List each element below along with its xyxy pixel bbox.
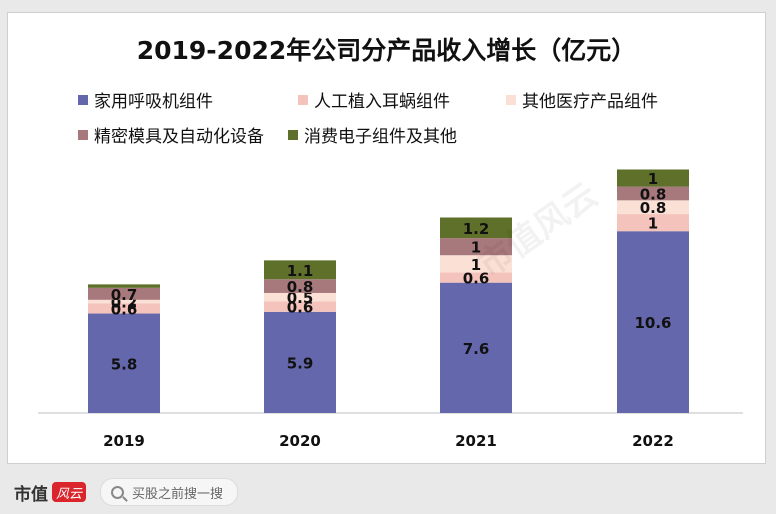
legend-swatch <box>78 94 88 105</box>
legend-label: 家用呼吸机组件 <box>94 92 213 112</box>
bar-segment <box>440 255 512 273</box>
search-icon <box>111 485 124 499</box>
search-placeholder: 买股之前搜一搜 <box>132 486 224 502</box>
bar-segment <box>264 292 336 302</box>
data-label: 1 <box>471 239 481 257</box>
data-label: 5.9 <box>287 354 314 372</box>
bar-segment <box>617 214 689 232</box>
data-label: 1 <box>648 215 658 233</box>
bar-segment <box>617 231 689 413</box>
x-tick-label: 2020 <box>279 432 321 450</box>
data-label: 1.1 <box>287 262 314 280</box>
data-label: 0.7 <box>111 286 138 304</box>
data-label: 0.6 <box>463 270 490 288</box>
legend-swatch <box>298 94 308 105</box>
data-label: 1.2 <box>463 220 490 238</box>
bar-segment <box>264 279 336 293</box>
bar-segment <box>617 200 689 215</box>
data-label: 0.6 <box>287 299 314 317</box>
bar-segment <box>264 301 336 312</box>
legend-label: 精密模具及自动化设备 <box>94 127 264 147</box>
bar-segment <box>88 303 160 314</box>
brand-badge: 风云 <box>52 482 86 502</box>
bar-segment <box>264 311 336 413</box>
data-label: 10.6 <box>634 314 671 332</box>
legend-item-molds: 精密模具及自动化设备 <box>78 122 264 147</box>
bar-segment <box>88 287 160 300</box>
bar-segment <box>440 282 512 413</box>
x-tick-label: 2019 <box>103 432 145 450</box>
search-box[interactable]: 买股之前搜一搜 <box>100 478 238 506</box>
brand-logo: 市值 <box>14 484 48 505</box>
data-label: 1 <box>471 256 481 274</box>
chart-title: 2019-2022年公司分产品收入增长（亿元） <box>136 36 637 65</box>
bar-segment <box>440 238 512 256</box>
data-label: 0.8 <box>640 185 667 203</box>
footer: 市值 风云 买股之前搜一搜 <box>0 470 776 514</box>
x-tick-label: 2022 <box>632 432 674 450</box>
bar-segment <box>88 284 160 288</box>
bar-segment <box>88 313 160 413</box>
bar-segment <box>617 186 689 201</box>
data-label: 0.6 <box>111 300 138 318</box>
bar-segment <box>617 169 689 187</box>
legend-swatch <box>78 129 88 140</box>
legend-item-breathing: 家用呼吸机组件 <box>78 87 213 112</box>
legend-swatch <box>506 94 516 105</box>
data-label: 0.5 <box>287 289 314 307</box>
data-label: 0.8 <box>287 278 314 296</box>
legend-item-cochlear: 人工植入耳蜗组件 <box>298 87 450 112</box>
legend-label: 消费电子组件及其他 <box>304 127 457 147</box>
data-label: 7.6 <box>463 340 490 358</box>
legend-swatch <box>288 129 298 140</box>
legend-label: 人工植入耳蜗组件 <box>314 92 450 112</box>
bar-segment <box>440 272 512 283</box>
data-label: 5.8 <box>111 355 138 373</box>
bar-segment <box>440 217 512 239</box>
legend-item-other-medical: 其他医疗产品组件 <box>506 87 658 112</box>
legend-label: 其他医疗产品组件 <box>522 92 658 112</box>
data-label: 1 <box>648 170 658 188</box>
x-tick-label: 2021 <box>455 432 497 450</box>
bar-segment <box>88 299 160 304</box>
bar-segment <box>264 260 336 280</box>
stacked-bar-chart: 5.80.60.20.720195.90.60.50.81.120207.60.… <box>38 169 743 450</box>
chart-card: 2019-2022年公司分产品收入增长（亿元） 家用呼吸机组件 人工植入耳蜗组件… <box>7 12 766 464</box>
legend-item-consumer: 消费电子组件及其他 <box>288 122 457 147</box>
data-label: 0.8 <box>640 199 667 217</box>
